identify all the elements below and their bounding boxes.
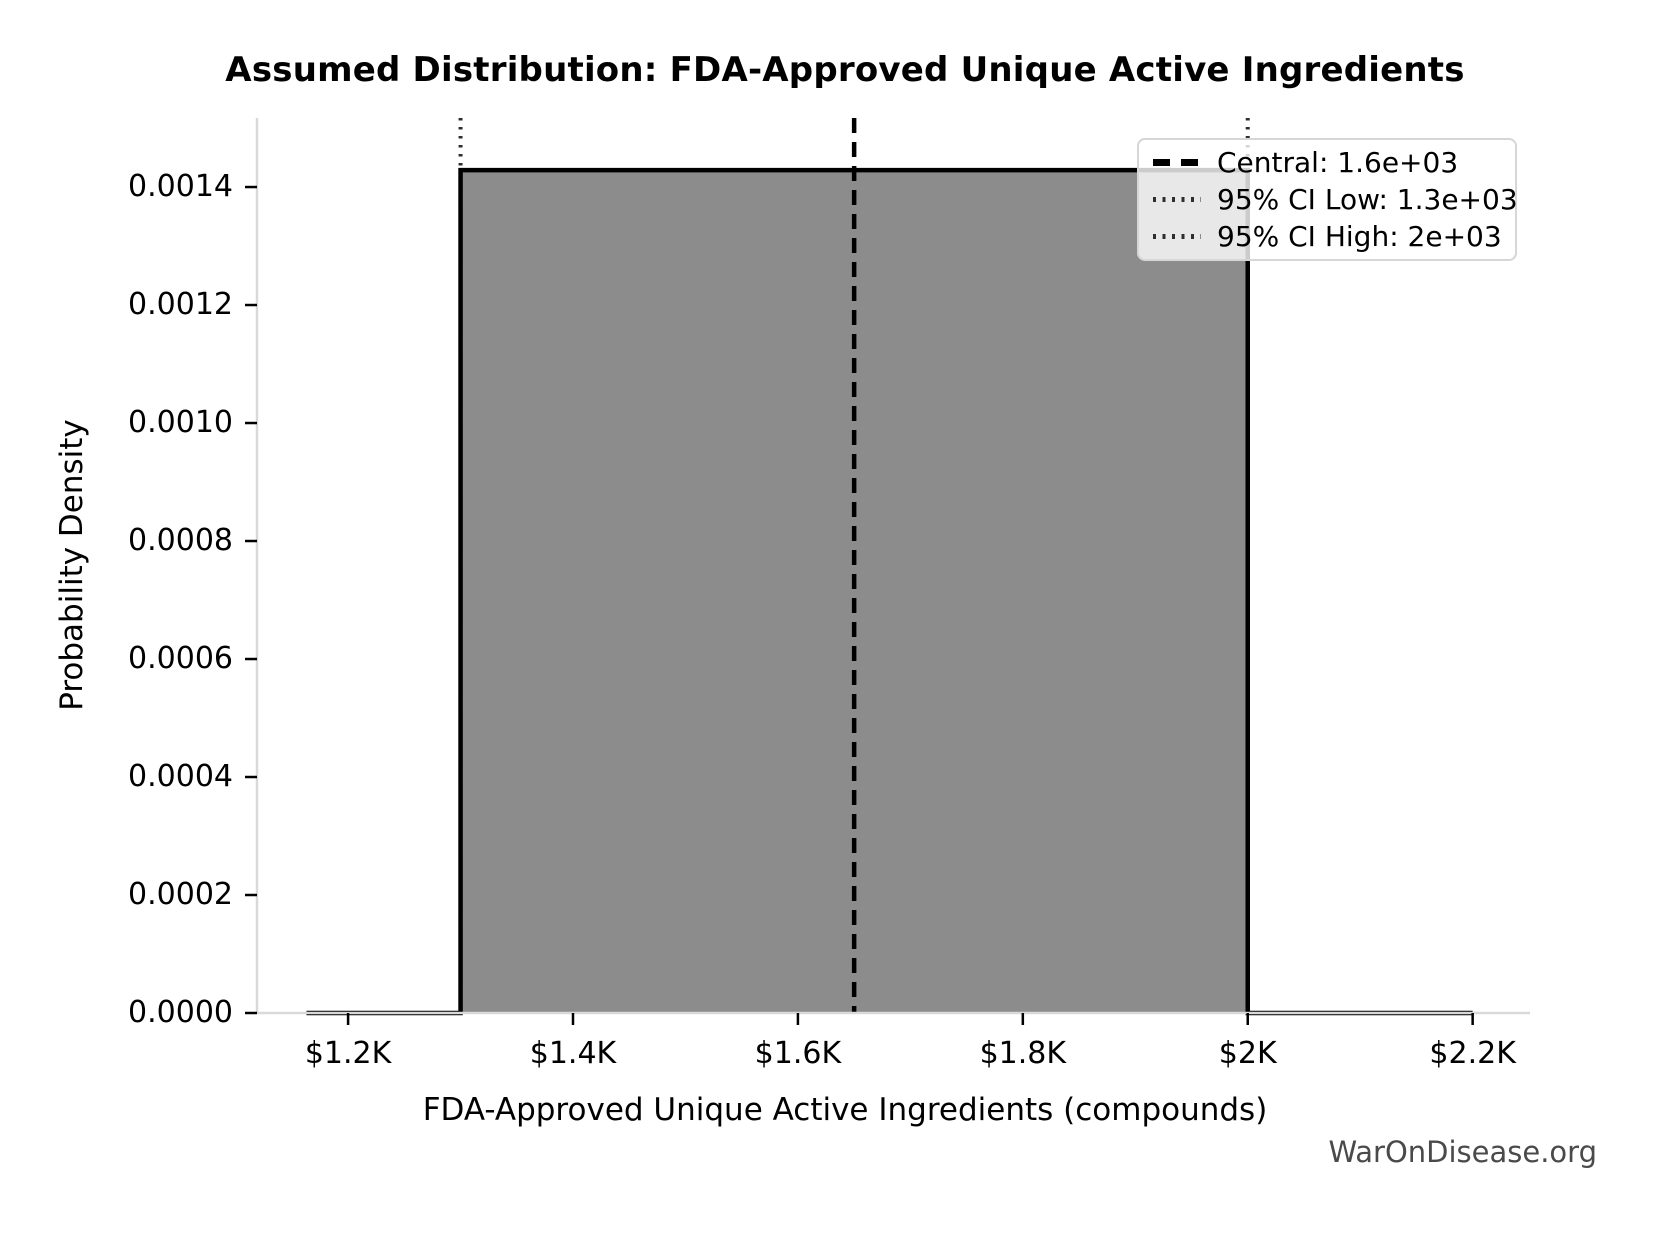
x-tick-label: $2K — [1218, 1036, 1277, 1071]
x-tick-label: $1.8K — [979, 1036, 1067, 1071]
chart-title: Assumed Distribution: FDA-Approved Uniqu… — [225, 50, 1465, 90]
legend-dotted-line-icon — [1153, 234, 1201, 239]
y-tick-label: 0.0004 — [128, 759, 233, 794]
y-tick-label: 0.0012 — [128, 287, 233, 323]
x-axis-title: FDA-Approved Unique Active Ingredients (… — [422, 1092, 1268, 1128]
y-tick-label: 0.0002 — [128, 877, 233, 912]
watermark: WarOnDisease.org — [1328, 1135, 1597, 1169]
legend-label: 95% CI Low: 1.3e+03 — [1217, 183, 1518, 216]
x-tick-label: $1.2K — [304, 1036, 392, 1071]
legend-label: Central: 1.6e+03 — [1217, 146, 1459, 179]
legend: Central: 1.6e+03 95% CI Low: 1.3e+03 95% C… — [1137, 138, 1518, 261]
y-tick-label: 0.0008 — [128, 523, 233, 559]
x-tick-label: $1.4K — [529, 1036, 617, 1071]
y-tick-label: 0.0010 — [128, 405, 233, 441]
legend-entry: Central: 1.6e+03 — [1153, 144, 1505, 181]
legend-entry: 95% CI High: 2e+03 — [1153, 218, 1505, 255]
legend-label: 95% CI High: 2e+03 — [1217, 220, 1502, 253]
y-tick-label: 0.0006 — [128, 641, 233, 676]
y-tick-label: 0.0014 — [128, 169, 233, 205]
x-tick-label: $2.2K — [1429, 1036, 1516, 1071]
legend-entry: 95% CI Low: 1.3e+03 — [1153, 181, 1518, 218]
legend-dotted-line-icon — [1153, 197, 1201, 202]
legend-dashed-line-icon — [1153, 159, 1201, 166]
x-tick-label: $1.6K — [754, 1036, 842, 1071]
y-tick-label: 0.0000 — [128, 995, 233, 1030]
